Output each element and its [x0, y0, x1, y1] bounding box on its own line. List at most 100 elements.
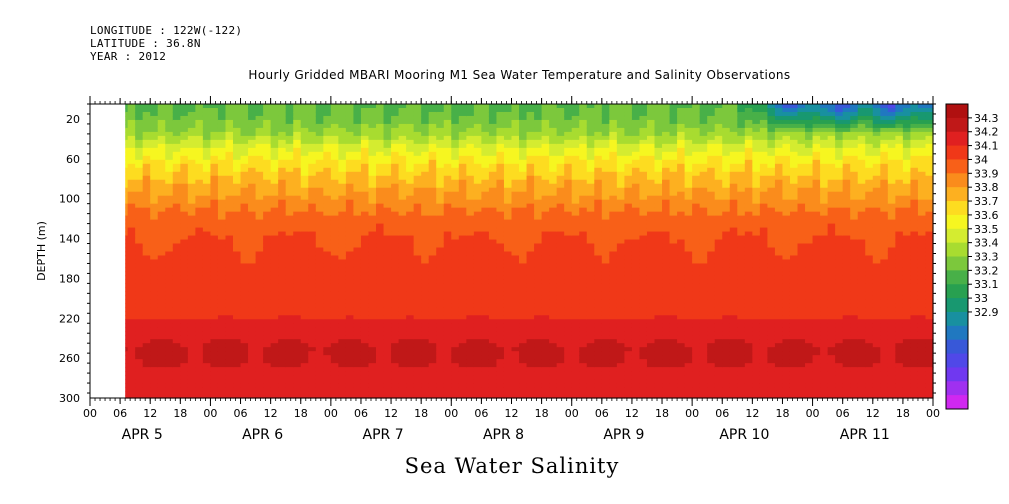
heat-cell [391, 247, 400, 253]
heat-cell [217, 251, 227, 257]
heat-cell [406, 255, 415, 261]
heat-cell [285, 327, 294, 332]
heat-cell [526, 343, 535, 348]
heat-cell [225, 139, 234, 145]
heat-cell [541, 311, 550, 316]
heat-cell [519, 155, 528, 161]
heat-cell [202, 279, 212, 284]
heat-cell [616, 287, 626, 292]
heat-cell [233, 139, 242, 145]
heat-cell [488, 271, 498, 277]
heat-cell [150, 255, 159, 261]
heat-cell [556, 315, 565, 320]
heat-cell [534, 139, 543, 145]
heat-cell [556, 271, 565, 277]
heat-cell [503, 107, 513, 113]
heat-cell [278, 295, 287, 300]
heat-cell [436, 295, 445, 300]
heat-cell [488, 223, 498, 229]
heat-cell [150, 251, 159, 257]
heat-cell [240, 175, 249, 181]
heat-cell [436, 375, 445, 380]
heat-cell [609, 107, 618, 113]
heat-cell [323, 359, 332, 364]
heat-cell [285, 371, 294, 376]
heat-cell [526, 227, 535, 233]
heat-cell [187, 231, 196, 237]
heat-cell [398, 295, 407, 300]
heat-cell [481, 191, 490, 197]
heat-cell [142, 343, 151, 348]
heat-cell [225, 267, 234, 273]
heat-cell [391, 303, 400, 308]
heat-cell [473, 319, 482, 324]
heat-cell [308, 355, 317, 360]
heat-cell [526, 275, 535, 281]
heat-cell [142, 207, 151, 213]
heat-cell [353, 231, 362, 237]
heat-cell [421, 275, 430, 281]
heat-cell [345, 351, 355, 356]
heat-cell [421, 211, 430, 217]
heat-cell [413, 391, 422, 396]
heat-cell [217, 183, 227, 189]
heat-cell [135, 127, 144, 133]
heat-cell [624, 104, 633, 109]
heat-cell [270, 159, 279, 165]
heat-cell [601, 111, 610, 117]
heat-cell [315, 339, 324, 344]
heat-cell [225, 104, 234, 109]
heat-cell [496, 119, 505, 125]
heat-cell [202, 263, 212, 269]
heat-cell [556, 251, 565, 257]
heat-cell [338, 387, 347, 392]
heat-cell [594, 143, 603, 149]
heat-cell [127, 123, 136, 129]
heat-cell [127, 163, 136, 169]
heat-cell [534, 307, 543, 312]
heat-cell [255, 247, 264, 253]
heat-cell [187, 267, 196, 273]
heat-cell [511, 283, 520, 288]
heat-cell [353, 223, 362, 229]
heat-cell [511, 227, 520, 233]
heat-cell [406, 167, 415, 173]
heat-cell [270, 171, 279, 177]
heat-cell [458, 315, 467, 320]
heat-cell [315, 159, 324, 165]
heat-cell [300, 255, 309, 261]
heat-cell [376, 315, 385, 320]
heat-cell [473, 131, 482, 137]
heat-cell [210, 279, 219, 284]
heat-cell [556, 179, 565, 185]
heat-cell [308, 123, 317, 129]
heat-cell [125, 115, 129, 121]
heat-cell [549, 395, 558, 399]
heat-cell [436, 391, 445, 396]
heat-cell [541, 147, 550, 153]
heat-cell [255, 187, 264, 193]
heat-cell [150, 163, 159, 169]
heat-cell [195, 195, 204, 201]
heat-cell [293, 119, 302, 125]
heat-cell [406, 335, 415, 340]
heat-cell [406, 111, 415, 117]
heat-cell [135, 263, 144, 269]
heat-cell [300, 383, 309, 388]
heat-cell [451, 259, 460, 265]
heat-cell [564, 247, 573, 253]
heat-cell [315, 299, 324, 304]
heat-cell [496, 175, 505, 181]
heat-cell [180, 247, 189, 253]
heat-cell [503, 275, 513, 281]
heat-cell [150, 371, 159, 376]
heat-cell [413, 147, 422, 153]
heat-cell [270, 119, 279, 125]
heat-cell [466, 255, 475, 261]
heat-cell [481, 387, 490, 392]
heat-cell [549, 363, 558, 368]
heat-cell [594, 191, 603, 197]
heat-cell [594, 267, 603, 273]
heat-cell [368, 367, 377, 372]
heat-cell [157, 335, 166, 340]
